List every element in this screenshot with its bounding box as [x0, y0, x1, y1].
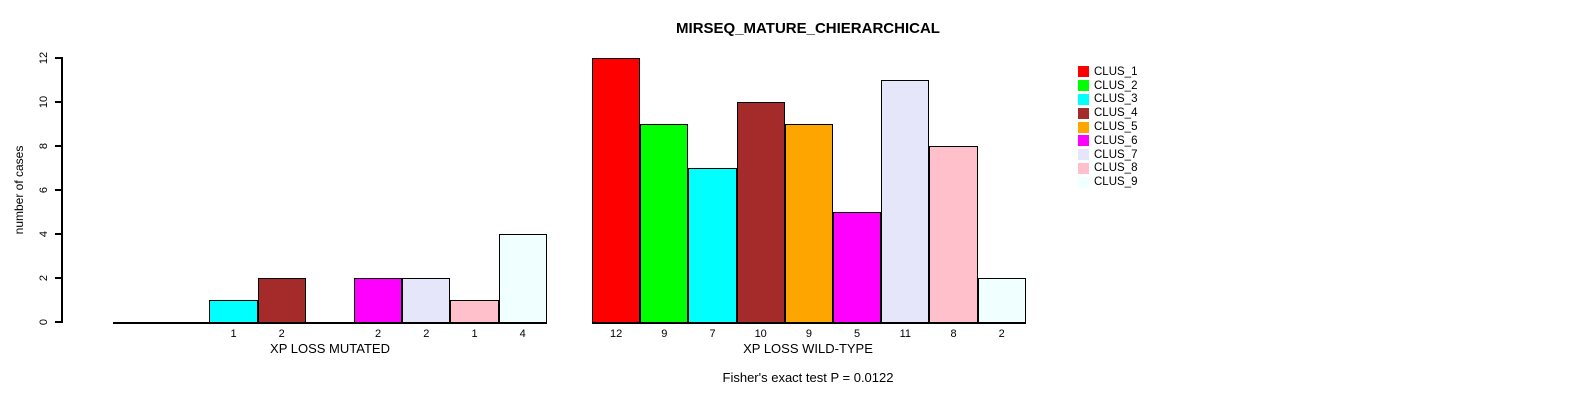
bar-value-label: 4	[519, 328, 526, 340]
bar-value-label: 7	[709, 328, 716, 340]
legend-label: CLUS_4	[1094, 107, 1138, 120]
y-axis-title: number of cases	[12, 145, 26, 235]
bar-clus_4	[257, 278, 306, 322]
bar-clus_6	[833, 212, 882, 322]
legend-swatch	[1078, 121, 1089, 133]
legend-item: CLUS_3	[1078, 93, 1137, 107]
bar-clus_8	[929, 146, 978, 322]
y-axis-tick	[55, 277, 61, 279]
y-axis-tick	[55, 101, 61, 103]
y-axis-tick-label: 8	[38, 142, 50, 150]
legend-item: CLUS_9	[1078, 175, 1137, 189]
bar-value-label: 2	[375, 328, 382, 340]
y-axis-tick-label: 2	[38, 274, 50, 282]
bar-value-label: 5	[854, 328, 861, 340]
legend-item: CLUS_4	[1078, 106, 1137, 120]
bar-group-wildtype: 12 9 7 10 9 5 11 8 2	[592, 58, 1026, 340]
bar-group-mutated: 1 2 2 2 1 4	[113, 58, 547, 340]
bar-clus_9	[498, 234, 547, 322]
legend-label: CLUS_5	[1094, 121, 1138, 134]
bar-clus_1	[592, 58, 641, 322]
bar-clus_6	[354, 278, 403, 322]
y-axis-tick-label: 10	[38, 95, 50, 109]
bar-value-label: 10	[754, 328, 767, 340]
y-axis-tick-label: 4	[38, 230, 50, 238]
chart-title: MIRSEQ_MATURE_CHIERARCHICAL	[676, 20, 940, 37]
legend-label: CLUS_9	[1094, 176, 1138, 189]
y-axis-tick	[55, 189, 61, 191]
bar-clus_2	[640, 124, 689, 322]
legend-swatch	[1078, 93, 1089, 105]
x-axis-label-mutated: XP LOSS MUTATED	[270, 341, 390, 356]
bar-value-label: 9	[805, 328, 812, 340]
y-axis-tick-label: 0	[38, 318, 50, 326]
bar-value-label: 9	[661, 328, 668, 340]
bar-value-label: 1	[230, 328, 237, 340]
legend-item: CLUS_2	[1078, 79, 1137, 93]
y-axis-tick-label: 6	[38, 186, 50, 194]
bar-clus_3	[688, 168, 737, 322]
y-axis-tick-label: 12	[38, 51, 50, 65]
bar-value-label: 11	[899, 328, 912, 340]
x-axis-label-wildtype: XP LOSS WILD-TYPE	[743, 341, 873, 356]
bar-clus_7	[402, 278, 451, 322]
legend-label: CLUS_8	[1094, 162, 1138, 175]
y-axis-line	[61, 57, 63, 323]
bar-value-label: 1	[471, 328, 478, 340]
bar-value-label: 2	[278, 328, 285, 340]
bar-value-label: 2	[423, 328, 430, 340]
bar-value-label: 2	[998, 328, 1005, 340]
legend-label: CLUS_2	[1094, 79, 1138, 92]
legend-swatch	[1078, 80, 1089, 92]
bar-clus_3	[209, 300, 258, 322]
legend-swatch	[1078, 176, 1089, 188]
legend-item: CLUS_6	[1078, 134, 1137, 148]
y-axis-tick	[55, 233, 61, 235]
legend-label: CLUS_7	[1094, 148, 1138, 161]
legend-label: CLUS_3	[1094, 93, 1138, 106]
bar-clus_8	[450, 300, 499, 322]
bar-clus_4	[736, 102, 785, 322]
legend-label: CLUS_1	[1094, 65, 1138, 78]
bar-clus_9	[977, 278, 1026, 322]
legend-item: CLUS_8	[1078, 162, 1137, 176]
legend-item: CLUS_7	[1078, 148, 1137, 162]
legend-swatch	[1078, 135, 1089, 147]
y-axis-tick	[55, 321, 61, 323]
legend-swatch	[1078, 107, 1089, 119]
y-axis-tick	[55, 57, 61, 59]
legend-item: CLUS_1	[1078, 65, 1137, 79]
legend-swatch	[1078, 66, 1089, 78]
legend-swatch	[1078, 149, 1089, 161]
bar-value-label: 12	[609, 328, 623, 340]
y-axis-tick	[55, 145, 61, 147]
bar-clus_5	[784, 124, 833, 322]
legend-item: CLUS_5	[1078, 120, 1137, 134]
legend-label: CLUS_6	[1094, 134, 1138, 147]
legend: CLUS_1 CLUS_2 CLUS_3 CLUS_4 CLUS_5 CLUS_6 CLUS…	[1078, 65, 1137, 189]
bar-clus_7	[881, 80, 930, 322]
legend-swatch	[1078, 162, 1089, 174]
fisher-test-annotation: Fisher's exact test P = 0.0122	[722, 370, 894, 385]
bar-value-label: 8	[950, 328, 957, 340]
